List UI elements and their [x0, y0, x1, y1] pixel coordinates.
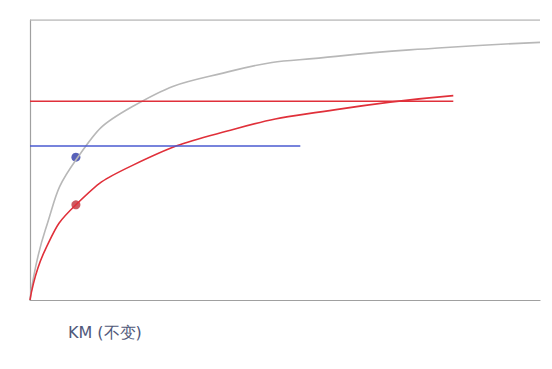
svg-text:KM (不变): KM (不变) [68, 323, 142, 342]
